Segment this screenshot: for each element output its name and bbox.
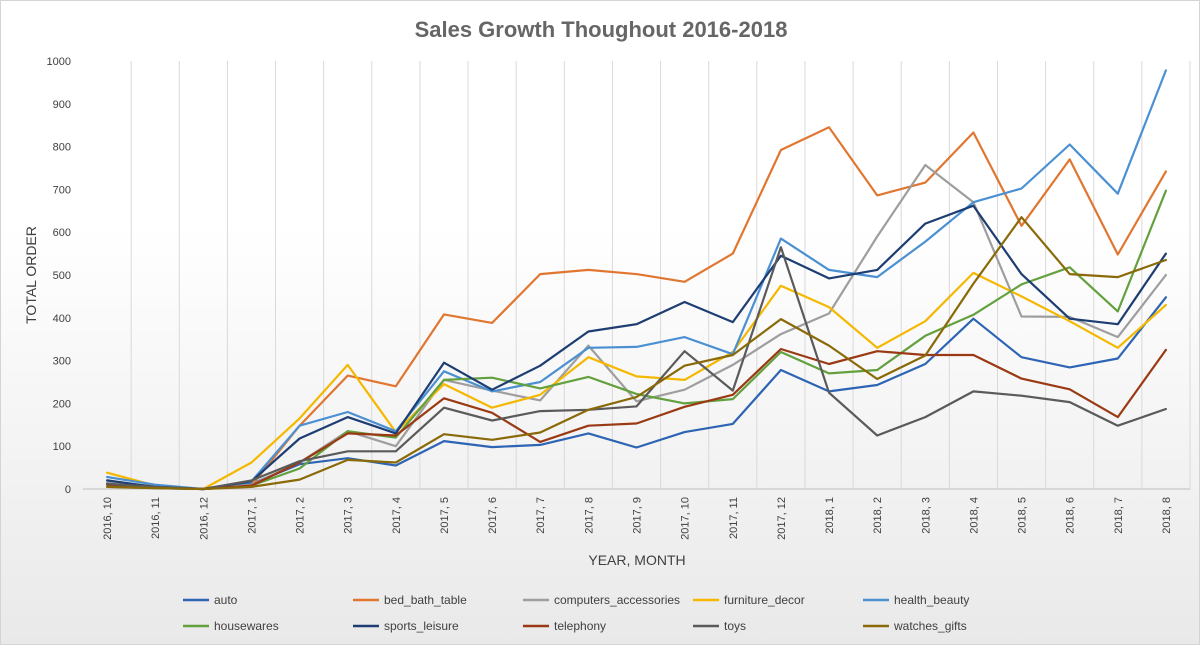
series-line-sports-leisure [105, 204, 1168, 491]
series-line-housewares [105, 189, 1168, 491]
x-tick-label: 2017, 10 [680, 497, 692, 540]
chart-title: Sales Growth Thoughout 2016-2018 [415, 17, 788, 42]
x-tick-label: 2018, 7 [1113, 497, 1125, 534]
y-tick-label: 900 [53, 99, 71, 111]
grid-lines [130, 61, 1191, 489]
legend-item-watches-gifts: watches_gifts [863, 619, 967, 633]
x-tick-label: 2018, 6 [1065, 497, 1077, 534]
x-tick-label: 2018, 5 [1017, 497, 1029, 534]
x-tick-label: 2016, 11 [150, 497, 162, 539]
legend-label: auto [214, 593, 238, 607]
axes: 0 100 200 300 400 500 600 700 800 900 1000 2016, 10… [47, 56, 1190, 540]
x-tick-label: 2016, 10 [102, 497, 114, 540]
legend-label: telephony [554, 619, 606, 633]
legend-item-furniture-decor: furniture_decor [693, 593, 805, 607]
y-tick-label: 500 [53, 270, 71, 282]
y-tick-label: 600 [53, 227, 71, 239]
legend-label: health_beauty [894, 593, 969, 607]
x-axis-title: YEAR, MONTH [588, 552, 685, 568]
x-tick-label: 2017, 3 [343, 497, 355, 534]
series-line-furniture-decor [105, 271, 1168, 491]
legend-label: sports_leisure [384, 619, 459, 633]
x-tick-label: 2018, 1 [824, 497, 836, 534]
series-line-computers-accessories [105, 163, 1168, 491]
x-tick-label: 2017, 5 [439, 497, 451, 534]
legend-label: furniture_decor [724, 593, 805, 607]
legend: auto bed_bath_table computers_accessories f… [183, 593, 969, 633]
series-line-toys [105, 246, 1168, 491]
legend-item-bed-bath-table: bed_bath_table [353, 593, 467, 607]
legend-item-computers-accessories: computers_accessories [523, 593, 680, 607]
x-tick-label: 2016, 12 [198, 497, 210, 540]
y-tick-label: 300 [53, 356, 71, 368]
x-tick-label: 2018, 8 [1161, 497, 1173, 534]
y-tick-label: 400 [53, 313, 71, 325]
legend-label: watches_gifts [893, 619, 967, 633]
legend-label: housewares [214, 619, 279, 633]
y-tick-label: 100 [53, 441, 71, 453]
series-lines [105, 69, 1168, 491]
legend-item-sports-leisure: sports_leisure [353, 619, 459, 633]
x-tick-label: 2017, 7 [535, 497, 547, 534]
legend-item-telephony: telephony [523, 619, 606, 633]
x-tick-label: 2017, 11 [728, 497, 740, 539]
x-tick-label: 2017, 2 [295, 497, 307, 534]
x-tick-label: 2018, 4 [968, 497, 980, 534]
legend-label: computers_accessories [554, 593, 680, 607]
series-line-watches-gifts [105, 216, 1168, 491]
x-tick-label: 2017, 8 [583, 497, 595, 534]
legend-item-auto: auto [183, 593, 238, 607]
x-tick-label: 2018, 2 [872, 497, 884, 534]
y-axis-title: TOTAL ORDER [23, 226, 39, 324]
legend-label: bed_bath_table [384, 593, 467, 607]
series-line-telephony [105, 347, 1168, 491]
y-tick-label: 700 [53, 184, 71, 196]
y-tick-label: 800 [53, 142, 71, 154]
x-tick-label: 2017, 1 [246, 497, 258, 534]
x-tick-label: 2017, 12 [776, 497, 788, 540]
series-line-health-beauty [105, 69, 1168, 491]
y-tick-label: 0 [65, 484, 71, 496]
legend-item-toys: toys [693, 619, 746, 633]
y-tick-label: 1000 [47, 56, 71, 68]
x-tick-label: 2017, 6 [487, 497, 499, 534]
y-tick-label: 200 [53, 398, 71, 410]
legend-item-housewares: housewares [183, 619, 279, 633]
legend-label: toys [724, 619, 746, 633]
series-line-bed-bath-table [105, 126, 1168, 491]
x-tick-label: 2017, 4 [391, 497, 403, 534]
legend-item-health-beauty: health_beauty [863, 593, 969, 607]
x-tick-label: 2018, 3 [920, 497, 932, 534]
x-tick-label: 2017, 9 [632, 497, 644, 534]
